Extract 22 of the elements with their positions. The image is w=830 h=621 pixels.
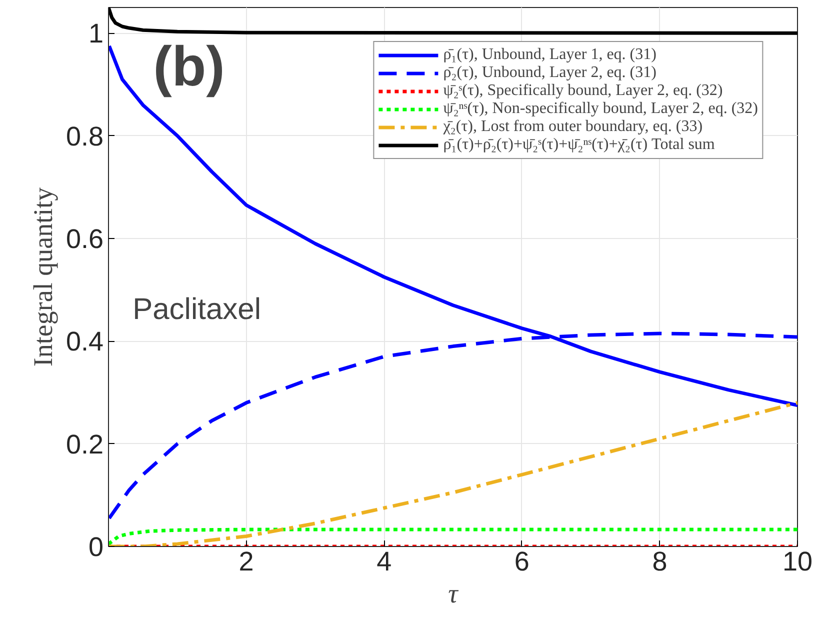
- legend-label: ψ̄₂ⁿˢ(τ), Non-specifically bound, Layer 2, eq. (32): [443, 100, 758, 118]
- y-tick-label: 1: [88, 18, 104, 49]
- x-tick-label: 8: [652, 546, 668, 576]
- legend-label: ρ̄₁(τ)+ρ̄₂(τ)+ψ̄₂ˢ(τ)+ψ̄₂ⁿˢ(τ)+χ̄₂(τ) Total sum: [443, 136, 715, 154]
- line-series: [108, 8, 798, 35]
- legend-label: ρ̄₂(τ), Unbound, Layer 2, eq. (31): [443, 64, 656, 82]
- y-axis-title: Integral quantity: [28, 186, 58, 367]
- legend-label: ρ̄₁(τ), Unbound, Layer 1, eq. (31): [443, 46, 656, 64]
- annotation: (b): [153, 34, 225, 98]
- x-tick-label: 6: [514, 546, 530, 576]
- y-tick-label: 0.8: [66, 121, 104, 152]
- x-tick-label: 4: [376, 546, 392, 576]
- y-tick-label: 0.4: [66, 326, 104, 357]
- x-tick-label: 2: [238, 546, 254, 576]
- y-tick-label: 0.6: [66, 224, 104, 254]
- y-tick-label: 0: [88, 532, 104, 562]
- legend-label: χ̄₂(τ), Lost from outer boundary, eq. (33): [443, 118, 703, 136]
- y-tick-label: 0.2: [66, 429, 104, 460]
- x-tick-label: 10: [782, 546, 813, 576]
- annotation: Paclitaxel: [132, 292, 262, 326]
- x-axis-title: τ: [448, 578, 460, 608]
- legend-label: ψ̄₂ˢ(τ), Specifically bound, Layer 2, eq. (32): [443, 82, 723, 100]
